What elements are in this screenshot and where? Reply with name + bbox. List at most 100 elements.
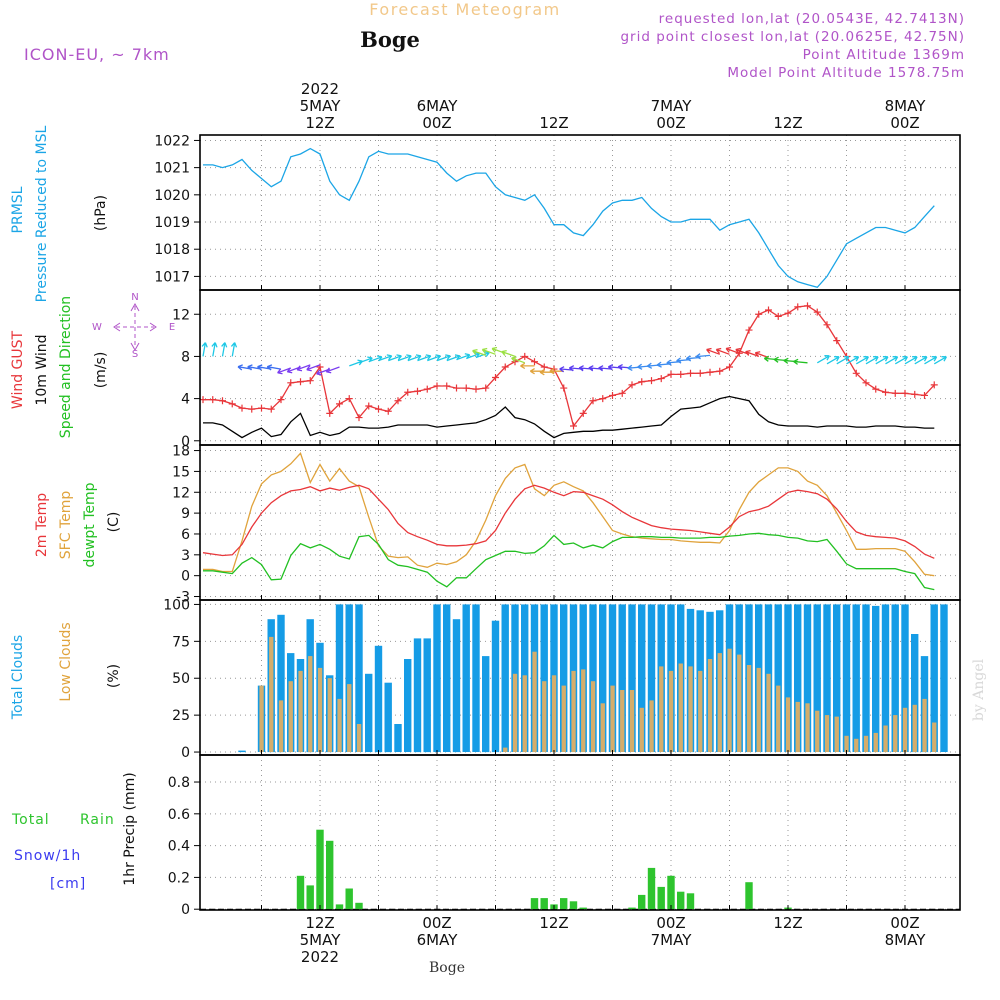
wind-gust-marker <box>570 422 577 430</box>
wind-gust-marker <box>316 363 324 371</box>
low-clouds-bar <box>542 681 547 753</box>
wind-gust-marker <box>677 370 685 378</box>
total-clouds-bar <box>404 659 412 752</box>
wind-gust-marker <box>540 363 548 371</box>
y-tick-label: 100 <box>163 597 190 613</box>
total-clouds-bar <box>238 750 246 753</box>
rain-bar <box>677 891 685 910</box>
wind-gust-marker <box>687 369 694 377</box>
total-clouds-bar <box>813 604 821 752</box>
panel-frame-precip <box>199 754 961 911</box>
total-clouds-bar <box>911 634 919 753</box>
temp-label-dewpt: dewpt Temp <box>82 482 98 567</box>
point-altitude: Point Altitude 1369m <box>803 47 965 63</box>
compass-s: S <box>132 349 138 360</box>
wind-direction-arrow <box>221 342 228 357</box>
y-tick-label: 6 <box>181 527 190 543</box>
total-clouds-bar <box>335 604 344 752</box>
low-clouds-bar <box>854 738 859 753</box>
wind-gust-marker <box>453 384 460 392</box>
low-clouds-bar <box>347 684 352 752</box>
y-tick-label: 12 <box>172 307 190 323</box>
low-clouds-bar <box>756 667 761 752</box>
model-label: ICON-EU, ~ 7km <box>24 45 170 64</box>
low-clouds-bar <box>922 698 927 752</box>
low-clouds-bar <box>737 654 742 752</box>
total-clouds-bar <box>277 614 285 753</box>
precip-label-rain: Rain <box>80 812 115 828</box>
total-clouds-bar <box>608 604 617 752</box>
wind-direction-arrow <box>501 349 516 358</box>
wind-gust-marker <box>833 337 841 345</box>
total-clouds-bar <box>940 604 948 752</box>
total-clouds-bar <box>540 604 548 752</box>
time-label-top: 8MAY <box>885 97 927 115</box>
panel-frame-temp <box>199 444 961 601</box>
wind-gust-marker <box>345 395 353 403</box>
total-clouds-bar <box>842 604 851 752</box>
y-tick-label: 4 <box>181 392 190 408</box>
time-label-bottom: 8MAY <box>885 931 927 949</box>
total-clouds-bar <box>901 604 909 752</box>
wind-direction-arrow <box>306 364 321 372</box>
wind-direction-arrow <box>924 356 938 365</box>
wind-direction-arrow <box>481 347 496 355</box>
wind-gust-marker <box>618 389 626 397</box>
sfc-temp-line <box>203 452 935 577</box>
total-clouds-bar <box>374 645 383 753</box>
wind-gust-marker <box>755 310 763 318</box>
low-clouds-bar <box>795 701 800 753</box>
wind-direction-arrow <box>417 354 432 362</box>
low-clouds-bar <box>327 678 332 752</box>
wind-gust-marker <box>891 389 899 397</box>
y-tick-label: 12 <box>172 485 190 501</box>
wind-direction-arrow <box>855 356 869 365</box>
y-tick-label: 18 <box>172 444 190 460</box>
time-label-bottom: 12Z <box>539 914 568 932</box>
wind-gust-marker <box>774 312 782 320</box>
wind-direction-arrow <box>904 356 918 365</box>
precip-label-total: Total <box>11 812 50 828</box>
low-clouds-bar <box>698 670 703 753</box>
time-label-top: 7MAY <box>651 97 693 115</box>
wind-gust-marker <box>726 363 733 371</box>
total-clouds-bar <box>794 604 802 752</box>
wind-direction-arrow <box>388 354 402 362</box>
low-clouds-bar <box>717 653 722 752</box>
time-label-bottom: 2022 <box>301 948 339 966</box>
wind-gust-marker <box>911 390 919 398</box>
model-altitude: Model Point Altitude 1578.75m <box>727 65 965 81</box>
wind-gust-marker <box>804 302 811 310</box>
wind-gust-marker <box>930 381 938 389</box>
wind-gust-marker <box>306 377 314 385</box>
wind-gust-marker <box>901 389 909 397</box>
low-clouds-bar <box>883 725 888 753</box>
dewpoint-line <box>203 532 935 591</box>
time-label-top: 00Z <box>656 114 685 132</box>
wind-gust-marker <box>482 384 490 392</box>
y-tick-label: 0.2 <box>168 870 190 886</box>
wind-gust-marker <box>579 409 587 417</box>
wind-gust-marker <box>560 384 568 392</box>
wind-gust-marker <box>472 385 480 393</box>
pressure-line <box>203 147 935 289</box>
y-tick-label: 75 <box>172 634 190 650</box>
wind-gust-marker <box>696 369 704 377</box>
wind-direction-arrow <box>875 356 889 365</box>
time-label-top: 12Z <box>539 114 568 132</box>
wind-direction-arrow <box>472 348 487 357</box>
pressure-label-unit: (hPa) <box>93 195 109 231</box>
total-clouds-bar <box>784 604 792 752</box>
requested-lonlat: requested lon,lat (20.0543E, 42.7413N) <box>659 11 965 27</box>
wind-gust-marker <box>462 384 470 392</box>
y-tick-label: 0 <box>181 902 190 918</box>
wind-direction-arrow <box>836 356 850 365</box>
total-clouds-bar <box>462 604 470 752</box>
wind-gust-marker <box>921 391 928 399</box>
time-label-bottom: 7MAY <box>651 931 693 949</box>
rain-bar <box>628 907 636 910</box>
wind-gust-marker <box>277 396 285 404</box>
wind-direction-arrow <box>816 355 830 364</box>
watermark: by Angel <box>971 658 987 721</box>
total-clouds-bar <box>384 682 392 753</box>
